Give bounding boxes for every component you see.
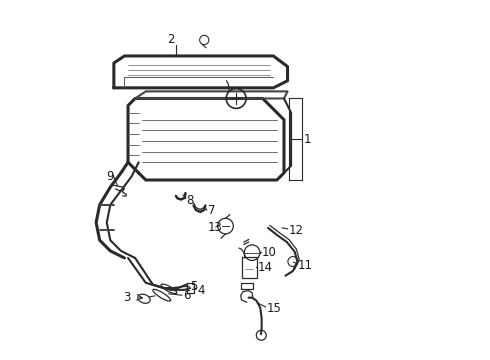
Text: 9: 9: [106, 170, 114, 183]
Text: 2: 2: [167, 33, 174, 46]
Text: 14: 14: [258, 261, 273, 274]
Text: 10: 10: [262, 246, 277, 259]
Text: 1: 1: [303, 133, 311, 146]
Text: 3: 3: [122, 291, 130, 304]
Text: 12: 12: [288, 224, 303, 237]
Text: 15: 15: [266, 302, 281, 315]
Text: 4: 4: [197, 284, 205, 297]
Text: 8: 8: [187, 194, 194, 207]
Text: 11: 11: [297, 258, 313, 271]
Text: 13: 13: [208, 221, 222, 234]
Text: 6: 6: [183, 289, 191, 302]
Text: 5: 5: [190, 280, 197, 293]
Text: 7: 7: [208, 204, 215, 217]
